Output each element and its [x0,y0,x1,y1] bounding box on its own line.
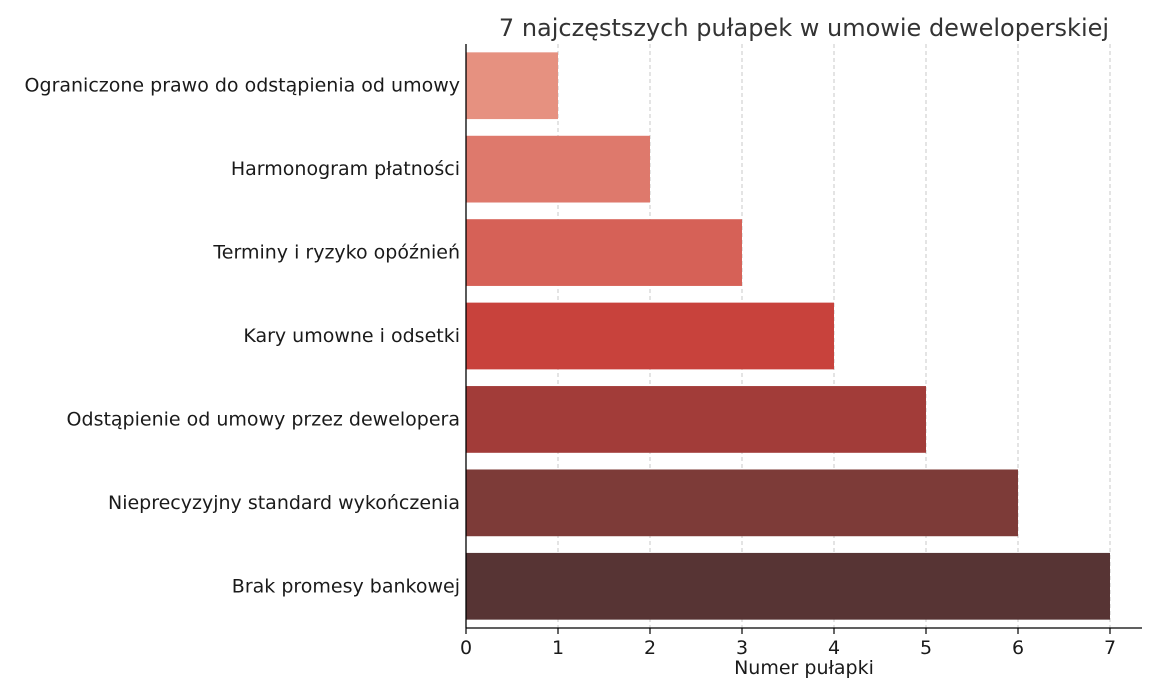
x-tick-label: 6 [1012,637,1024,659]
bar [466,302,834,370]
category-label: Odstąpienie od umowy przez dewelopera [67,408,460,430]
bar [466,135,650,203]
x-tick-label: 7 [1104,637,1116,659]
x-tick-label: 0 [460,637,472,659]
x-axis-title: Numer pułapki [734,657,874,679]
bar [466,386,926,453]
category-label: Harmonogram płatności [231,158,460,180]
x-axis-ticks: 0 1 2 3 4 5 6 7 [460,628,1116,659]
x-tick-label: 3 [736,637,748,659]
bar [466,219,742,286]
bars [466,52,1110,620]
x-tick-label: 5 [920,637,932,659]
category-labels: Ograniczone prawo do odstąpienia od umow… [25,75,460,598]
category-label: Brak promesy bankowej [232,575,460,597]
bar [466,469,1018,537]
category-label: Ograniczone prawo do odstąpienia od umow… [25,75,460,97]
chart-title: 7 najczęstszych pułapek w umowie dewelop… [499,14,1109,42]
category-label: Nieprecyzyjny standard wykończenia [108,492,460,514]
x-tick-label: 4 [828,637,840,659]
bar [466,52,558,120]
bar [466,552,1110,620]
category-label: Kary umowne i odsetki [243,325,460,347]
x-tick-label: 2 [644,637,656,659]
x-tick-label: 1 [552,637,564,659]
category-label: Terminy i ryzyko opóźnień [212,242,460,264]
